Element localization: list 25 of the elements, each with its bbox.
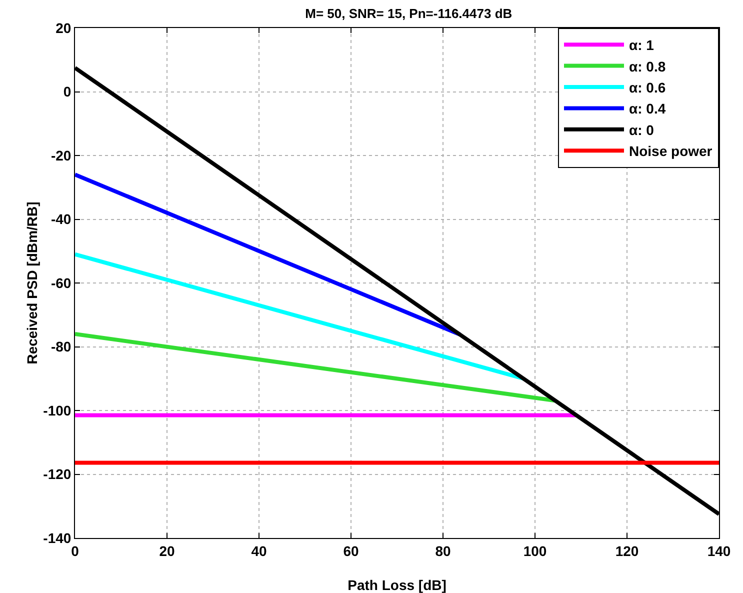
chart-title: M= 50, SNR= 15, Pn=-116.4473 dB — [305, 6, 512, 21]
x-tick-label: 100 — [523, 542, 547, 559]
y-tick-label: -40 — [50, 211, 72, 228]
legend-label: α: 0.4 — [629, 100, 666, 117]
y-tick-label: 0 — [63, 84, 72, 100]
x-tick-label: 40 — [251, 542, 267, 559]
y-tick-label: -20 — [50, 147, 72, 164]
x-tick-label: 120 — [615, 542, 639, 559]
y-tick-label: 20 — [56, 20, 72, 36]
legend-label: α: 0.6 — [629, 79, 666, 96]
legend-label: α: 0 — [629, 122, 654, 138]
x-tick-label: 60 — [343, 542, 359, 559]
y-tick-label: -100 — [43, 402, 72, 418]
legend-label: α: 1 — [629, 37, 654, 54]
legend-label: α: 0.8 — [629, 58, 666, 74]
y-axis-title: Received PSD [dBm/RB] — [24, 202, 40, 364]
x-tick-label: 20 — [159, 542, 175, 559]
y-tick-label: -140 — [43, 530, 72, 546]
y-tick-label: -60 — [50, 274, 72, 291]
y-tick-label: -120 — [43, 466, 72, 482]
y-tick-label: -80 — [50, 338, 72, 355]
x-tick-label: 140 — [707, 542, 731, 559]
x-axis-title: Path Loss [dB] — [348, 577, 446, 593]
legend-label: Noise power — [629, 143, 713, 160]
x-tick-label: 80 — [435, 542, 451, 559]
